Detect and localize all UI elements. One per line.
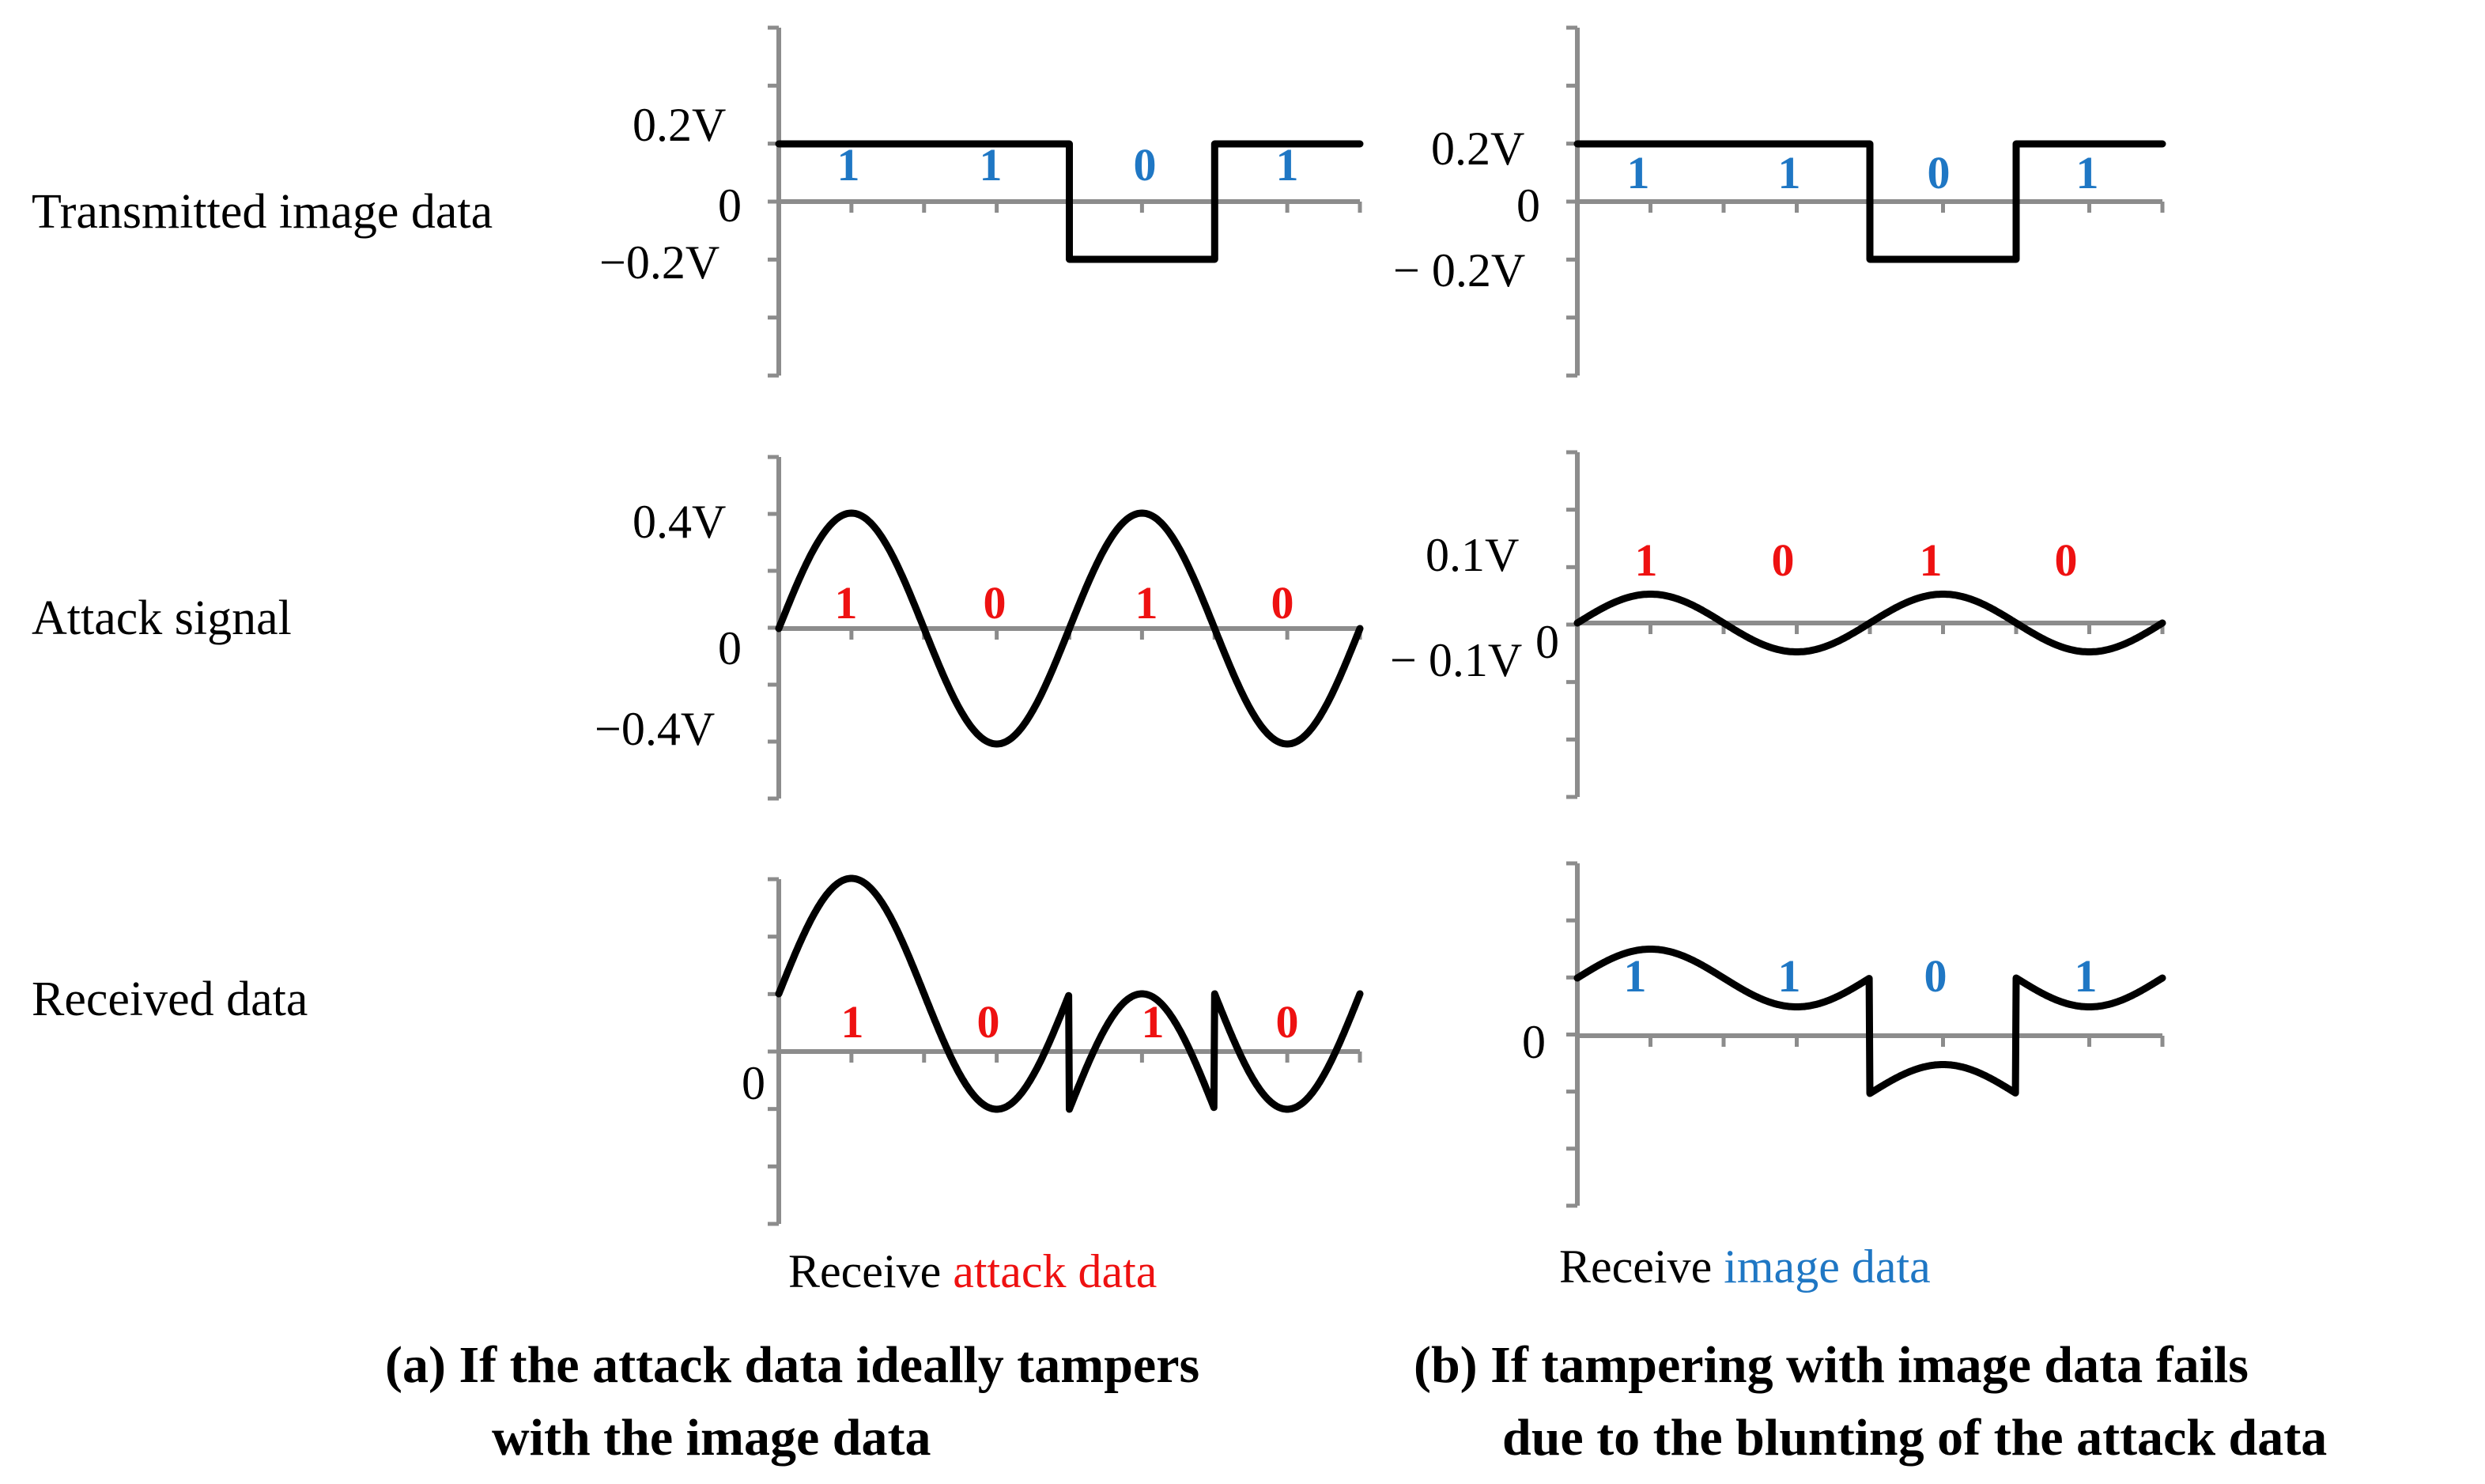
bit-a-received-3: 1 — [1142, 996, 1165, 1048]
bit-a-received-2: 0 — [977, 996, 1000, 1048]
waveform-b-transmitted — [1573, 140, 2166, 263]
caption-b-line1: (b) If tampering with image data fails — [1414, 1336, 2249, 1394]
chart-a-attack: 0.4V 0 −0.4V 1 0 1 0 — [595, 455, 1364, 801]
ylabel-top-b-transmitted: 0.2V — [1431, 123, 1524, 175]
row-label-attack: Attack signal — [32, 591, 292, 645]
axes-b-received — [1566, 861, 2165, 1208]
bit-a-received-1: 1 — [841, 996, 864, 1048]
ylabel-top-b-attack: 0.1V — [1426, 529, 1519, 581]
ylabel-bottom-b-attack: − 0.1V — [1390, 634, 1522, 686]
ylabel-zero-a-transmitted: 0 — [718, 179, 742, 232]
waveform-a-received — [775, 874, 1364, 1113]
receive-highlight-b: image data — [1724, 1240, 1931, 1293]
bit-a-attack-1: 1 — [835, 577, 858, 629]
ylabel-bottom-b-transmitted: − 0.2V — [1393, 244, 1525, 296]
bit-b-attack-3: 1 — [1920, 534, 1943, 586]
row-label-transmitted: Transmitted image data — [32, 185, 493, 239]
waveform-a-attack — [775, 509, 1364, 748]
chart-b-attack: 0.1V 0 − 0.1V 1 0 1 0 — [1390, 450, 2166, 799]
ylabel-top-a-transmitted: 0.2V — [633, 99, 726, 151]
bit-a-received-4: 0 — [1276, 996, 1299, 1048]
ylabel-bottom-a-attack: −0.4V — [595, 703, 715, 755]
axes-a-transmitted — [768, 25, 1362, 378]
ylabel-top-a-attack: 0.4V — [633, 496, 726, 548]
receive-highlight-a: attack data — [953, 1245, 1157, 1297]
ylabel-zero-a-received: 0 — [742, 1057, 765, 1109]
axes-a-received — [768, 877, 1362, 1226]
receive-note-a: Receive attack data — [788, 1245, 1157, 1297]
bit-a-transmitted-3: 0 — [1134, 139, 1157, 191]
bit-b-received-3: 0 — [1924, 950, 1947, 1002]
bit-a-transmitted-2: 1 — [980, 139, 1003, 191]
panel-a: 0.2V 0 −0.2V 1 1 0 1 0.4V 0 −0.4V 1 0 1 … — [385, 25, 1364, 1467]
bit-b-attack-2: 0 — [1772, 534, 1795, 586]
bit-b-transmitted-3: 0 — [1928, 147, 1951, 198]
receive-note-b: Receive image data — [1559, 1240, 1931, 1293]
ylabel-zero-b-received: 0 — [1522, 1016, 1546, 1068]
panel-b: 0.2V 0 − 0.2V 1 1 0 1 0.1V 0 − 0.1V 1 0 … — [1390, 25, 2327, 1467]
bit-b-transmitted-4: 1 — [2076, 147, 2099, 198]
receive-prefix-b: Receive — [1559, 1240, 1724, 1293]
bit-b-transmitted-2: 1 — [1778, 147, 1801, 198]
ylabel-bottom-a-transmitted: −0.2V — [599, 236, 719, 289]
caption-a-line1: (a) If the attack data ideally tampers — [385, 1336, 1199, 1394]
ylabel-zero-b-attack: 0 — [1535, 616, 1559, 668]
waveform-b-received — [1573, 946, 2166, 1097]
row-label-received: Received data — [32, 972, 308, 1026]
ylabel-zero-b-transmitted: 0 — [1516, 179, 1540, 232]
bit-b-received-1: 1 — [1624, 950, 1647, 1002]
waveform-a-transmitted — [775, 140, 1364, 263]
bit-a-attack-3: 1 — [1135, 577, 1158, 629]
bit-a-transmitted-1: 1 — [837, 139, 860, 191]
bit-a-attack-4: 0 — [1271, 577, 1294, 629]
axes-b-transmitted — [1566, 25, 2165, 378]
bit-b-received-4: 1 — [2075, 950, 2098, 1002]
chart-a-transmitted: 0.2V 0 −0.2V 1 1 0 1 — [599, 25, 1364, 378]
chart-a-received: 0 1 0 1 0 — [742, 874, 1364, 1226]
receive-prefix-a: Receive — [788, 1245, 953, 1297]
caption-a-line2: with the image data — [492, 1409, 931, 1467]
ylabel-zero-a-attack: 0 — [718, 622, 742, 674]
chart-b-received: 0 1 1 0 1 — [1522, 861, 2166, 1208]
chart-b-transmitted: 0.2V 0 − 0.2V 1 1 0 1 — [1393, 25, 2166, 378]
bit-b-transmitted-1: 1 — [1627, 147, 1650, 198]
bit-b-attack-4: 0 — [2055, 534, 2078, 586]
bit-a-attack-2: 0 — [984, 577, 1006, 629]
bit-b-attack-1: 1 — [1635, 534, 1658, 586]
bit-b-received-2: 1 — [1778, 950, 1801, 1002]
caption-b-line2: due to the blunting of the attack data — [1502, 1409, 2327, 1467]
bit-a-transmitted-4: 1 — [1276, 139, 1299, 191]
waveform-b-attack — [1573, 591, 2166, 655]
